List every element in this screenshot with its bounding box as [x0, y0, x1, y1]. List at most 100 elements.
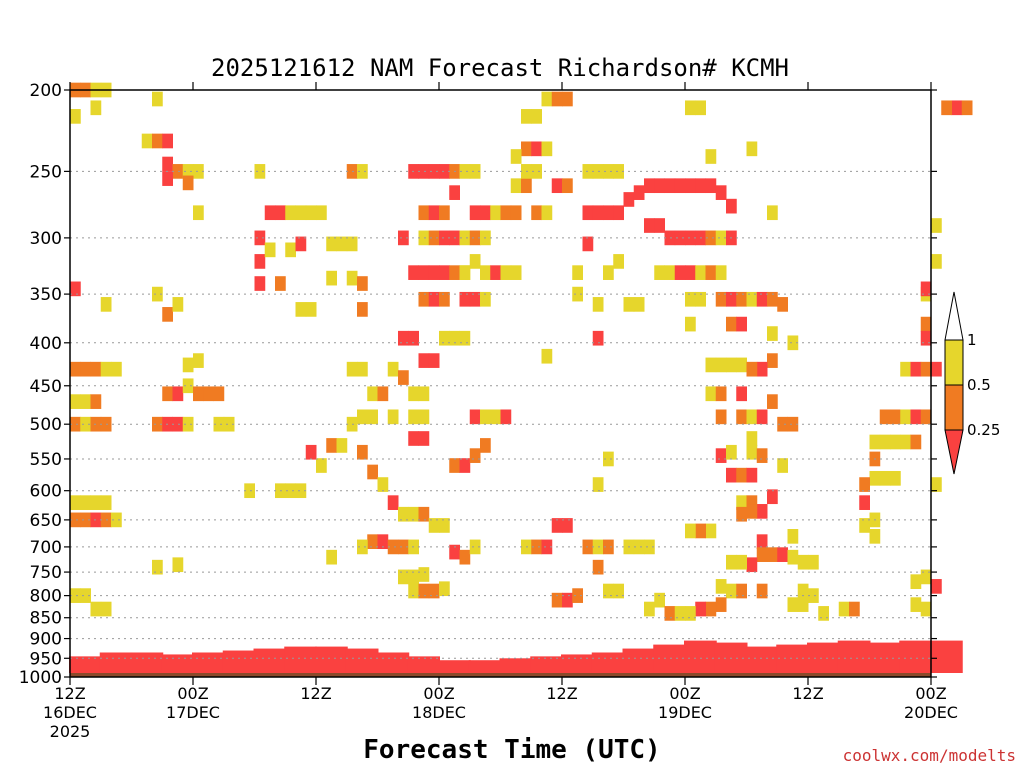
- ri-cell: [428, 265, 440, 280]
- ri-cell: [551, 91, 563, 107]
- ri-cell: [305, 444, 317, 460]
- ri-cell: [439, 291, 450, 307]
- ri-cell: [418, 506, 430, 522]
- ri-cell: [592, 559, 604, 575]
- y-tick-label: 250: [30, 162, 62, 182]
- ri-cell: [459, 291, 471, 307]
- ri-cell: [674, 178, 686, 194]
- ri-cell: [920, 281, 932, 297]
- surface-layer-cell: [807, 642, 840, 673]
- ri-cell: [500, 205, 512, 221]
- y-tick-label: 200: [30, 81, 62, 101]
- ri-cell: [80, 495, 91, 510]
- ri-cell: [295, 302, 307, 317]
- ri-cell: [449, 458, 460, 473]
- ri-cell: [469, 205, 481, 221]
- ri-cell: [295, 236, 307, 252]
- ri-cell: [869, 529, 881, 544]
- ri-cell: [70, 512, 81, 528]
- ground-fill: [70, 673, 931, 677]
- ri-cell: [469, 254, 481, 269]
- ri-cell: [654, 218, 665, 233]
- ri-cell: [408, 386, 419, 402]
- ri-cell: [398, 569, 409, 585]
- ri-cell: [346, 270, 358, 286]
- ri-cell: [551, 518, 563, 533]
- ri-cell: [726, 583, 737, 599]
- ri-cell: [920, 330, 932, 346]
- surface-layer-cell: [376, 652, 410, 673]
- ri-cell: [685, 100, 696, 116]
- ri-cell: [521, 109, 532, 124]
- ri-cell: [531, 205, 542, 221]
- ri-cell: [346, 236, 358, 252]
- ri-cell: [746, 467, 758, 483]
- ri-cell: [336, 236, 348, 252]
- ri-cell: [162, 307, 173, 322]
- surface-layer-cell: [622, 648, 656, 673]
- ri-cell: [387, 495, 399, 510]
- ri-cell: [879, 409, 891, 425]
- ri-cell: [787, 416, 799, 432]
- ri-cell: [203, 386, 214, 402]
- x-tick-label: 12Z: [792, 684, 823, 703]
- ri-cell: [756, 291, 768, 307]
- ri-cell: [572, 265, 583, 280]
- surface-layer-cell: [161, 654, 194, 673]
- ri-cell: [346, 361, 358, 377]
- ri-cell: [449, 330, 460, 346]
- surface-layer-cell: [776, 644, 809, 673]
- ri-cell: [746, 444, 758, 460]
- ri-cell: [428, 205, 440, 221]
- y-tick-label: 450: [30, 377, 62, 397]
- ri-cell: [459, 549, 471, 565]
- ri-cell: [152, 133, 163, 149]
- ri-cell: [90, 394, 102, 409]
- surface-layer-cell: [653, 644, 686, 673]
- ri-cell: [418, 583, 430, 599]
- ri-cell: [377, 386, 389, 402]
- ri-cell: [193, 205, 204, 221]
- ri-cell: [213, 386, 225, 402]
- ri-cell: [705, 149, 717, 164]
- ri-cell: [664, 265, 676, 280]
- ri-cell: [182, 357, 194, 373]
- ri-cell: [408, 265, 419, 280]
- ri-cell: [838, 601, 850, 617]
- ri-cell: [428, 518, 440, 533]
- ri-cell: [685, 606, 696, 621]
- ri-cell: [326, 270, 337, 286]
- ri-cell: [777, 547, 788, 562]
- ri-cell: [469, 409, 481, 425]
- ri-cell: [859, 518, 870, 533]
- ri-cell: [910, 409, 922, 425]
- chart-title: 2025121612 NAM Forecast Richardson# KCMH: [211, 54, 789, 82]
- ri-cell: [100, 601, 112, 617]
- ri-cell: [726, 444, 737, 460]
- legend-level-label: 1: [967, 331, 977, 349]
- ri-cell: [428, 291, 440, 307]
- ri-cell: [326, 236, 337, 252]
- ri-cell: [603, 539, 614, 555]
- y-tick-label: 700: [30, 538, 62, 558]
- ri-cell: [674, 265, 686, 280]
- ri-cell: [469, 539, 481, 555]
- ri-cell: [500, 409, 512, 425]
- ri-cell: [613, 254, 624, 269]
- ri-cell: [726, 291, 737, 307]
- ri-cell: [305, 302, 317, 317]
- ri-cell: [264, 205, 276, 221]
- ri-cell: [418, 409, 430, 425]
- ri-cell: [726, 198, 737, 214]
- ri-cell: [459, 164, 471, 179]
- ri-cell: [756, 448, 768, 463]
- ri-cell: [736, 583, 747, 599]
- ri-cell: [715, 357, 727, 373]
- plot-border: [69, 89, 932, 678]
- ri-cell: [746, 495, 758, 510]
- ri-cell: [592, 330, 604, 346]
- surface-layer-cell: [591, 652, 625, 673]
- ri-cell: [295, 205, 307, 221]
- ri-cell: [531, 164, 542, 179]
